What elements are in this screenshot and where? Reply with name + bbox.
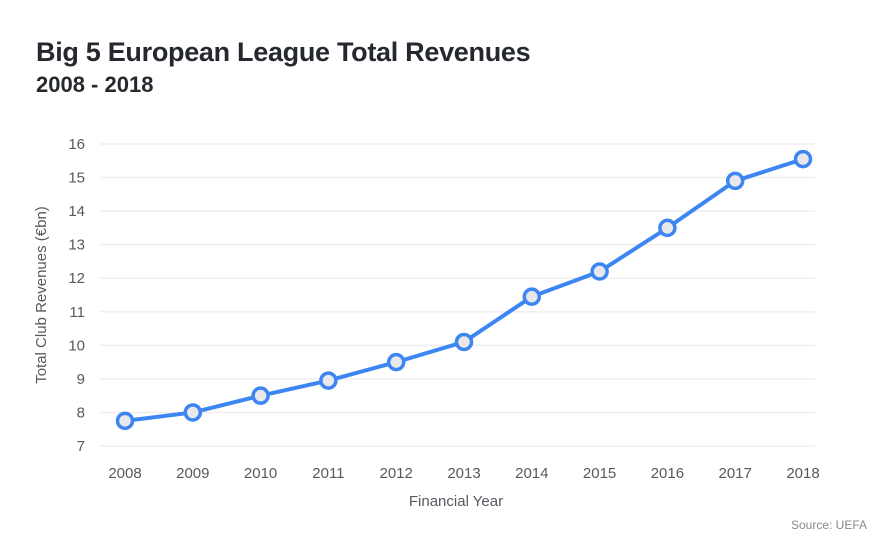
x-tick-label: 2015 xyxy=(583,465,616,482)
x-tick-label: 2012 xyxy=(380,465,413,482)
series-line xyxy=(124,157,804,423)
data-point[interactable] xyxy=(319,371,338,390)
y-tick-label: 10 xyxy=(68,337,85,354)
y-tick-label: 12 xyxy=(68,270,85,287)
x-tick-label: 2011 xyxy=(312,465,344,482)
x-axis-label: Financial Year xyxy=(409,493,503,510)
x-tick-label: 2009 xyxy=(176,465,209,482)
x-axis-ticks: 2008 2009 2010 2011 2012 2013 2014 2015 2016 2017… xyxy=(108,465,819,482)
gridlines xyxy=(100,143,815,447)
y-tick-label: 16 xyxy=(68,136,85,153)
data-point[interactable] xyxy=(793,149,813,169)
x-tick-label: 2014 xyxy=(515,465,548,482)
data-point[interactable] xyxy=(251,386,270,405)
y-tick-label: 15 xyxy=(68,170,85,187)
y-tick-label: 13 xyxy=(68,237,85,254)
x-tick-label: 2017 xyxy=(719,465,752,482)
x-tick-label: 2016 xyxy=(651,465,684,482)
y-tick-label: 14 xyxy=(68,203,85,220)
data-point[interactable] xyxy=(115,411,135,431)
data-point[interactable] xyxy=(454,332,474,352)
data-point[interactable] xyxy=(590,262,609,281)
chart-subtitle: 2008 - 2018 xyxy=(36,72,154,97)
y-tick-label: 9 xyxy=(77,371,85,388)
source-note: Source: UEFA xyxy=(790,518,867,532)
data-point[interactable] xyxy=(183,403,203,422)
series-group xyxy=(115,149,813,431)
y-axis-label: Total Club Revenues (€bn) xyxy=(33,206,50,384)
data-point[interactable] xyxy=(658,218,677,238)
y-axis-ticks: 7 8 9 10 11 12 13 14 15 16 xyxy=(68,136,85,455)
y-tick-label: 8 xyxy=(77,404,85,421)
x-tick-label: 2010 xyxy=(244,465,277,482)
chart-title: Big 5 European League Total Revenues xyxy=(36,37,531,67)
x-tick-label: 2008 xyxy=(108,465,141,482)
data-point[interactable] xyxy=(522,287,542,306)
y-tick-label: 7 xyxy=(77,438,85,455)
data-point[interactable] xyxy=(386,352,406,372)
x-tick-label: 2013 xyxy=(447,465,480,482)
y-tick-label: 11 xyxy=(69,304,85,321)
x-tick-label: 2018 xyxy=(786,465,819,482)
data-point[interactable] xyxy=(725,171,745,191)
